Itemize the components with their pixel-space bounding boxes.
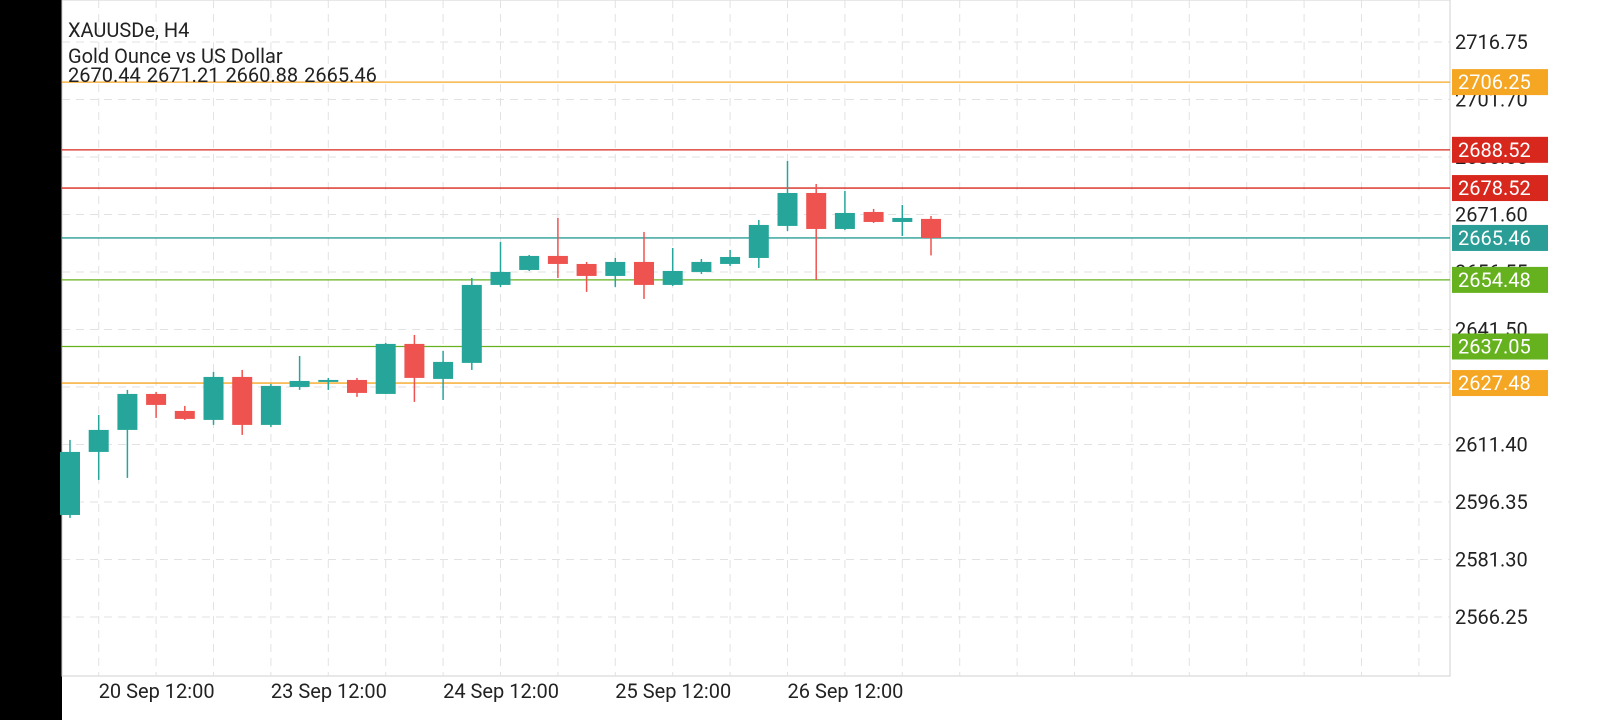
candle-body	[691, 261, 712, 272]
plot-frame	[61, 0, 1451, 677]
y-tick-label: 2671.60	[1455, 202, 1528, 226]
candle-body	[203, 376, 224, 420]
level-label-box	[1452, 266, 1548, 293]
level-label: 2706.25	[1458, 70, 1531, 94]
candle-body	[88, 429, 109, 452]
ohlc-close: 2665.46	[304, 63, 377, 87]
candle-body	[863, 211, 884, 222]
candle-body	[576, 263, 597, 276]
level-label: 2627.48	[1458, 371, 1531, 395]
candle-body	[318, 379, 339, 382]
level-label: 2637.05	[1458, 334, 1531, 358]
candle-body	[461, 284, 482, 363]
x-tick-label: 23 Sep 12:00	[271, 679, 387, 703]
y-tick-label: 2596.35	[1455, 490, 1528, 514]
candle-body	[519, 255, 540, 270]
candle-body	[232, 376, 253, 425]
candle-body	[490, 271, 511, 285]
x-tick-label: 25 Sep 12:00	[615, 679, 731, 703]
x-tick-label: 24 Sep 12:00	[443, 679, 559, 703]
candle-body	[433, 361, 454, 379]
y-tick-label: 2611.40	[1455, 432, 1528, 456]
level-label: 2665.46	[1458, 226, 1531, 250]
candle-body	[921, 218, 941, 238]
grid	[62, 0, 1450, 676]
candle-body	[117, 393, 138, 430]
candle-body	[748, 224, 769, 258]
candle-body	[375, 343, 396, 394]
candles	[60, 160, 941, 518]
y-tick-label: 2581.30	[1455, 547, 1528, 571]
y-tick-label: 2566.25	[1455, 605, 1528, 629]
candle-body	[605, 261, 626, 276]
level-label-box	[1452, 370, 1548, 397]
level-label-box	[1452, 333, 1548, 360]
level-label-box	[1452, 175, 1548, 202]
axis: 2716.752701.702686.652671.602656.552641.…	[99, 30, 1548, 703]
candle-body	[347, 379, 367, 393]
candle-body	[547, 255, 568, 264]
candle-body	[777, 192, 798, 226]
candle-body	[634, 261, 654, 285]
left-bar	[0, 0, 62, 720]
level-label: 2654.48	[1458, 268, 1531, 292]
level-label-box	[1452, 136, 1548, 163]
chart-subtitle: Gold Ounce vs US Dollar	[68, 44, 283, 68]
candle-body	[260, 385, 281, 425]
candle-body	[720, 256, 741, 264]
ohlc-high: 2671.21	[147, 63, 220, 87]
candle-body	[662, 270, 683, 285]
y-tick-label: 2716.75	[1455, 30, 1528, 54]
x-tick-label: 26 Sep 12:00	[788, 679, 904, 703]
candle-body	[404, 343, 425, 378]
level-label: 2678.52	[1458, 176, 1531, 200]
candle-body	[289, 380, 310, 387]
chart-title: XAUUSDe, H4	[68, 18, 189, 42]
candle-body	[806, 192, 827, 229]
candle-body	[892, 217, 913, 222]
ohlc-low: 2660.88	[225, 63, 298, 87]
ohlc-open: 2670.44	[68, 63, 141, 87]
x-tick-label: 20 Sep 12:00	[99, 679, 215, 703]
candle-body	[60, 451, 80, 515]
level-label: 2688.52	[1458, 138, 1531, 162]
candle-body	[834, 212, 855, 229]
level-label-box	[1452, 69, 1548, 96]
ohlc-readout: 2670.44 2671.21 2660.88 2665.46	[68, 63, 377, 87]
candle-body	[174, 410, 195, 419]
candle-body	[146, 393, 167, 405]
level-label-box	[1452, 224, 1548, 251]
